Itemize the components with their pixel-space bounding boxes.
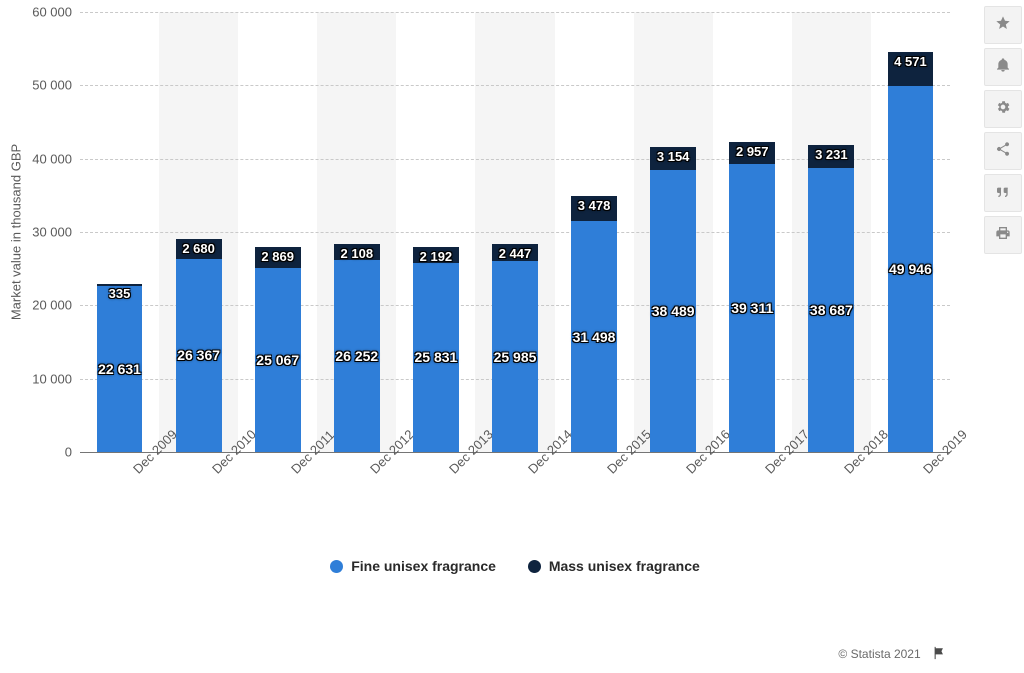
bar-seg-mass [571,196,617,222]
chart-container: Market value in thousand GBP 010 00020 0… [0,0,980,673]
y-axis-title: Market value in thousand GBP [9,144,24,320]
bar-group[interactable]: 25 0672 869 [255,247,301,452]
legend-label: Mass unisex fragrance [549,558,700,574]
bar-seg-fine [650,170,696,452]
star-icon [995,15,1011,36]
legend-item-mass[interactable]: Mass unisex fragrance [528,558,700,574]
bar-group[interactable]: 39 3112 957 [729,142,775,452]
bar-seg-mass [413,247,459,263]
bar-group[interactable]: 22 631335 [97,284,143,452]
bar-group[interactable]: 25 9852 447 [492,244,538,453]
ytick-label: 50 000 [32,78,72,93]
bar-group[interactable]: 26 3672 680 [176,239,222,452]
bar-seg-mass [808,145,854,169]
bar-seg-mass [97,284,143,286]
ytick-label: 10 000 [32,371,72,386]
bar-group[interactable]: 38 4893 154 [650,147,696,452]
ytick-label: 60 000 [32,5,72,20]
print-button[interactable] [984,216,1022,254]
quote-icon [995,183,1011,204]
share-icon [995,141,1011,162]
bar-seg-mass [888,52,934,86]
cite-button[interactable] [984,174,1022,212]
bar-seg-fine [413,263,459,452]
favorite-button[interactable] [984,6,1022,44]
ytick-label: 20 000 [32,298,72,313]
bar-group[interactable]: 38 6873 231 [808,145,854,452]
ytick-label: 30 000 [32,225,72,240]
bar-seg-mass [492,244,538,262]
ytick-label: 0 [65,445,72,460]
bar-seg-fine [176,259,222,452]
bar-group[interactable]: 31 4983 478 [571,196,617,452]
legend-label: Fine unisex fragrance [351,558,496,574]
legend-swatch [330,560,343,573]
legend-swatch [528,560,541,573]
bar-seg-fine [808,168,854,452]
plot-area: 010 00020 00030 00040 00050 00060 00022 … [80,12,950,453]
bar-seg-fine [255,268,301,452]
bell-icon [995,57,1011,78]
bar-seg-fine [492,261,538,452]
ytick-label: 40 000 [32,151,72,166]
bar-group[interactable]: 26 2522 108 [334,244,380,452]
notify-button[interactable] [984,48,1022,86]
legend: Fine unisex fragrance Mass unisex fragra… [80,558,950,576]
bar-seg-fine [97,286,143,452]
flag-icon[interactable] [932,646,946,663]
bar-seg-fine [571,221,617,452]
share-button[interactable] [984,132,1022,170]
bar-seg-mass [334,244,380,259]
bar-group[interactable]: 25 8312 192 [413,247,459,453]
side-toolbar [984,6,1020,258]
bar-seg-mass [255,247,301,268]
bar-seg-mass [650,147,696,170]
bar-seg-mass [729,142,775,164]
bar-seg-fine [888,86,934,452]
attribution-text: © Statista 2021 [838,647,920,661]
legend-item-fine[interactable]: Fine unisex fragrance [330,558,496,574]
attribution: © Statista 2021 [838,646,946,663]
settings-button[interactable] [984,90,1022,128]
bar-seg-fine [729,164,775,452]
gear-icon [995,99,1011,120]
bar-group[interactable]: 49 9464 571 [888,52,934,452]
bar-seg-fine [334,260,380,453]
print-icon [995,225,1011,246]
gridline [80,12,950,13]
gridline [80,85,950,86]
bar-seg-mass [176,239,222,259]
